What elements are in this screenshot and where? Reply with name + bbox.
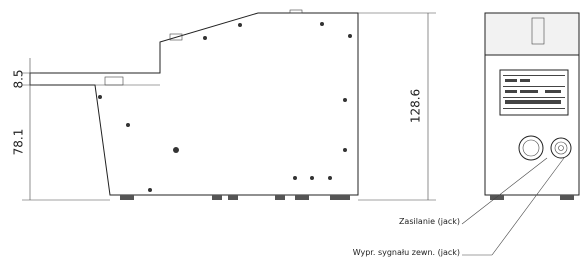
connector — [105, 77, 123, 85]
rear-feet — [490, 195, 574, 200]
power-jack — [519, 136, 543, 160]
side-view — [30, 10, 358, 200]
page: 8.5 78.1 128.6 Zasilanie (jack) Wypr. sy… — [0, 0, 580, 260]
dim-label: 78.1 — [12, 129, 26, 156]
side-outline — [30, 13, 358, 195]
screws — [98, 22, 352, 192]
drawing: 8.5 78.1 128.6 Zasilanie (jack) Wypr. sy… — [0, 0, 580, 260]
callout-label: Zasilanie (jack) — [399, 217, 460, 226]
feet — [120, 195, 350, 200]
dim-label: 128.6 — [409, 89, 423, 123]
callouts: Zasilanie (jack) Wypr. sygnału zewn. (ja… — [353, 158, 564, 257]
callout-label: Wypr. sygnału zewn. (jack) — [353, 248, 460, 257]
rear-view — [485, 13, 579, 200]
signal-jack — [551, 138, 571, 158]
dim-label: 8.5 — [12, 69, 26, 88]
dimensions: 8.5 78.1 128.6 — [12, 13, 437, 200]
